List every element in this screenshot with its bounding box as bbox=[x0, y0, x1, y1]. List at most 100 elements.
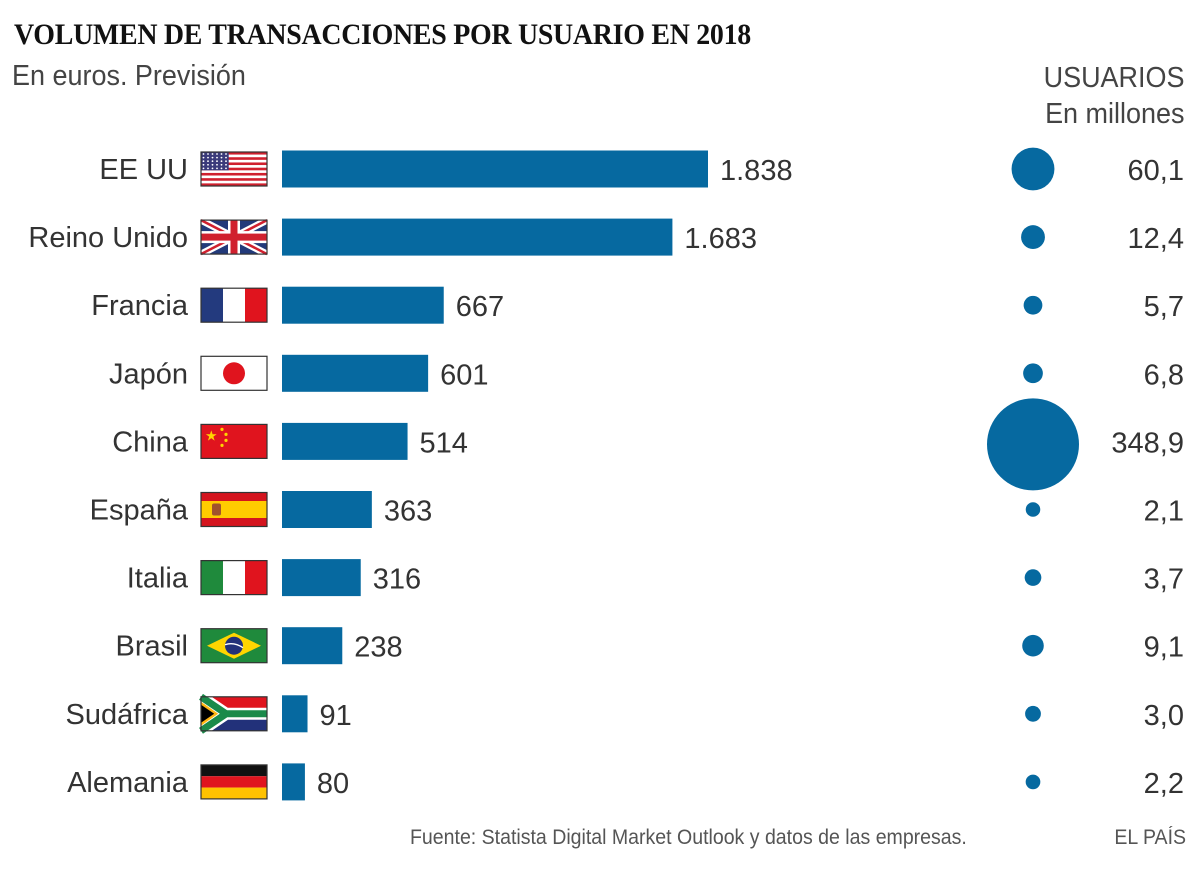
flag-star-small bbox=[220, 443, 224, 447]
bar bbox=[282, 354, 429, 392]
spain-flag-icon bbox=[200, 491, 268, 528]
category-label: Italia bbox=[127, 563, 189, 595]
category-label: Reino Unido bbox=[28, 222, 188, 254]
flag-cross-red bbox=[201, 233, 267, 241]
users-value-label: 6,8 bbox=[1144, 359, 1184, 391]
chart-row: China ★ 514 348,9 bbox=[112, 398, 1184, 491]
flag-band bbox=[201, 776, 267, 788]
bar bbox=[282, 422, 408, 460]
category-label: Japón bbox=[109, 358, 188, 390]
bar-value-label: 1.838 bbox=[720, 155, 793, 187]
flag-border bbox=[200, 355, 268, 391]
flag-sun bbox=[223, 362, 245, 385]
flag-star bbox=[207, 167, 209, 170]
bar bbox=[282, 218, 673, 256]
flag-star bbox=[202, 160, 205, 163]
flag-stripe bbox=[201, 180, 267, 184]
users-value-label: 3,7 bbox=[1144, 564, 1184, 596]
flag-star bbox=[211, 160, 214, 163]
category-label: España bbox=[90, 495, 189, 527]
flag-stripe bbox=[201, 167, 267, 171]
source-note: Fuente: Statista Digital Market Outlook … bbox=[410, 826, 967, 849]
flag-border bbox=[200, 764, 268, 800]
flag-band bbox=[245, 560, 267, 595]
users-bubble bbox=[1025, 774, 1041, 790]
flag-star-small bbox=[224, 432, 228, 436]
users-value-label: 9,1 bbox=[1144, 632, 1184, 664]
users-value-label: 12,4 bbox=[1128, 223, 1184, 255]
bar-value-label: 316 bbox=[373, 564, 421, 596]
flag-star bbox=[216, 163, 218, 166]
flag-border bbox=[200, 491, 268, 528]
flag-canton bbox=[201, 152, 229, 171]
bar-value-label: 1.683 bbox=[684, 223, 757, 255]
users-bubble bbox=[1024, 569, 1042, 586]
users-header-title: USUARIOS bbox=[1043, 62, 1184, 94]
flag-stripe bbox=[201, 157, 267, 161]
users-bubble bbox=[1023, 295, 1043, 315]
japan-flag-icon bbox=[200, 355, 268, 391]
flag-border bbox=[200, 151, 268, 187]
flag-band bbox=[201, 787, 267, 799]
south-africa-flag-icon bbox=[197, 691, 268, 736]
flag-star bbox=[202, 167, 205, 170]
users-value-label: 5,7 bbox=[1144, 291, 1184, 323]
users-bubble bbox=[1025, 705, 1041, 722]
flag-border bbox=[200, 628, 268, 664]
users-bubble bbox=[1011, 147, 1055, 191]
flag-star bbox=[207, 163, 209, 166]
flag-stripe bbox=[201, 170, 267, 174]
category-label: Sudáfrica bbox=[65, 699, 188, 731]
chart-row: Sudáfrica 91 3,0 bbox=[65, 691, 1184, 736]
flag-star bbox=[225, 160, 227, 163]
users-value-label: 3,0 bbox=[1144, 700, 1184, 732]
flag-star bbox=[216, 156, 218, 159]
bar bbox=[282, 627, 343, 665]
chart-row: Alemania 80 2,2 bbox=[67, 763, 1184, 801]
bar bbox=[282, 763, 305, 801]
flag-border bbox=[200, 287, 268, 323]
bar-value-label: 667 bbox=[456, 291, 504, 323]
flag-border bbox=[200, 423, 268, 459]
flag-star bbox=[225, 153, 227, 155]
flag-star bbox=[211, 163, 214, 166]
flag-star bbox=[207, 156, 209, 159]
flag-band bbox=[201, 560, 223, 595]
chart-subtitle: En euros. Previsión bbox=[12, 60, 246, 92]
flag-band bbox=[201, 288, 223, 323]
category-label: Brasil bbox=[115, 631, 188, 663]
flag-globe bbox=[225, 636, 243, 655]
chart-row: España 363 2,1 bbox=[90, 491, 1184, 528]
chart-row: Japón 601 6,8 bbox=[109, 354, 1184, 392]
flag-star bbox=[216, 160, 218, 163]
flag-star-small bbox=[224, 438, 228, 442]
flag-stripe bbox=[201, 172, 267, 176]
bar bbox=[282, 286, 444, 324]
bar bbox=[282, 695, 308, 733]
chart-row: Francia 667 5,7 bbox=[91, 286, 1184, 324]
bar-value-label: 514 bbox=[420, 427, 468, 459]
flag-border bbox=[200, 219, 268, 255]
flag-star: ★ bbox=[205, 428, 218, 444]
publisher-credit: EL PAÍS bbox=[1114, 826, 1186, 849]
users-value-label: 348,9 bbox=[1111, 427, 1184, 459]
flag-triangle-black bbox=[201, 704, 215, 723]
flag-star bbox=[220, 167, 223, 170]
flag-star bbox=[211, 153, 214, 155]
flag-star bbox=[207, 160, 209, 163]
flag-band bbox=[201, 501, 267, 518]
flag-star bbox=[220, 156, 223, 159]
flag-stripe bbox=[201, 175, 267, 179]
flag-band-white bbox=[224, 643, 244, 649]
flag-stripe bbox=[201, 159, 267, 163]
category-label: EE UU bbox=[99, 154, 188, 186]
flag-star bbox=[202, 156, 205, 159]
category-label: Alemania bbox=[67, 767, 189, 799]
flag-star-small bbox=[220, 427, 224, 431]
users-value-label: 2,2 bbox=[1144, 768, 1184, 800]
users-value-label: 2,1 bbox=[1144, 496, 1184, 528]
bar bbox=[282, 491, 372, 528]
uk-flag-icon bbox=[199, 216, 269, 258]
flag-stripe bbox=[201, 162, 267, 166]
chart-row: Brasil 238 9,1 bbox=[115, 627, 1184, 665]
